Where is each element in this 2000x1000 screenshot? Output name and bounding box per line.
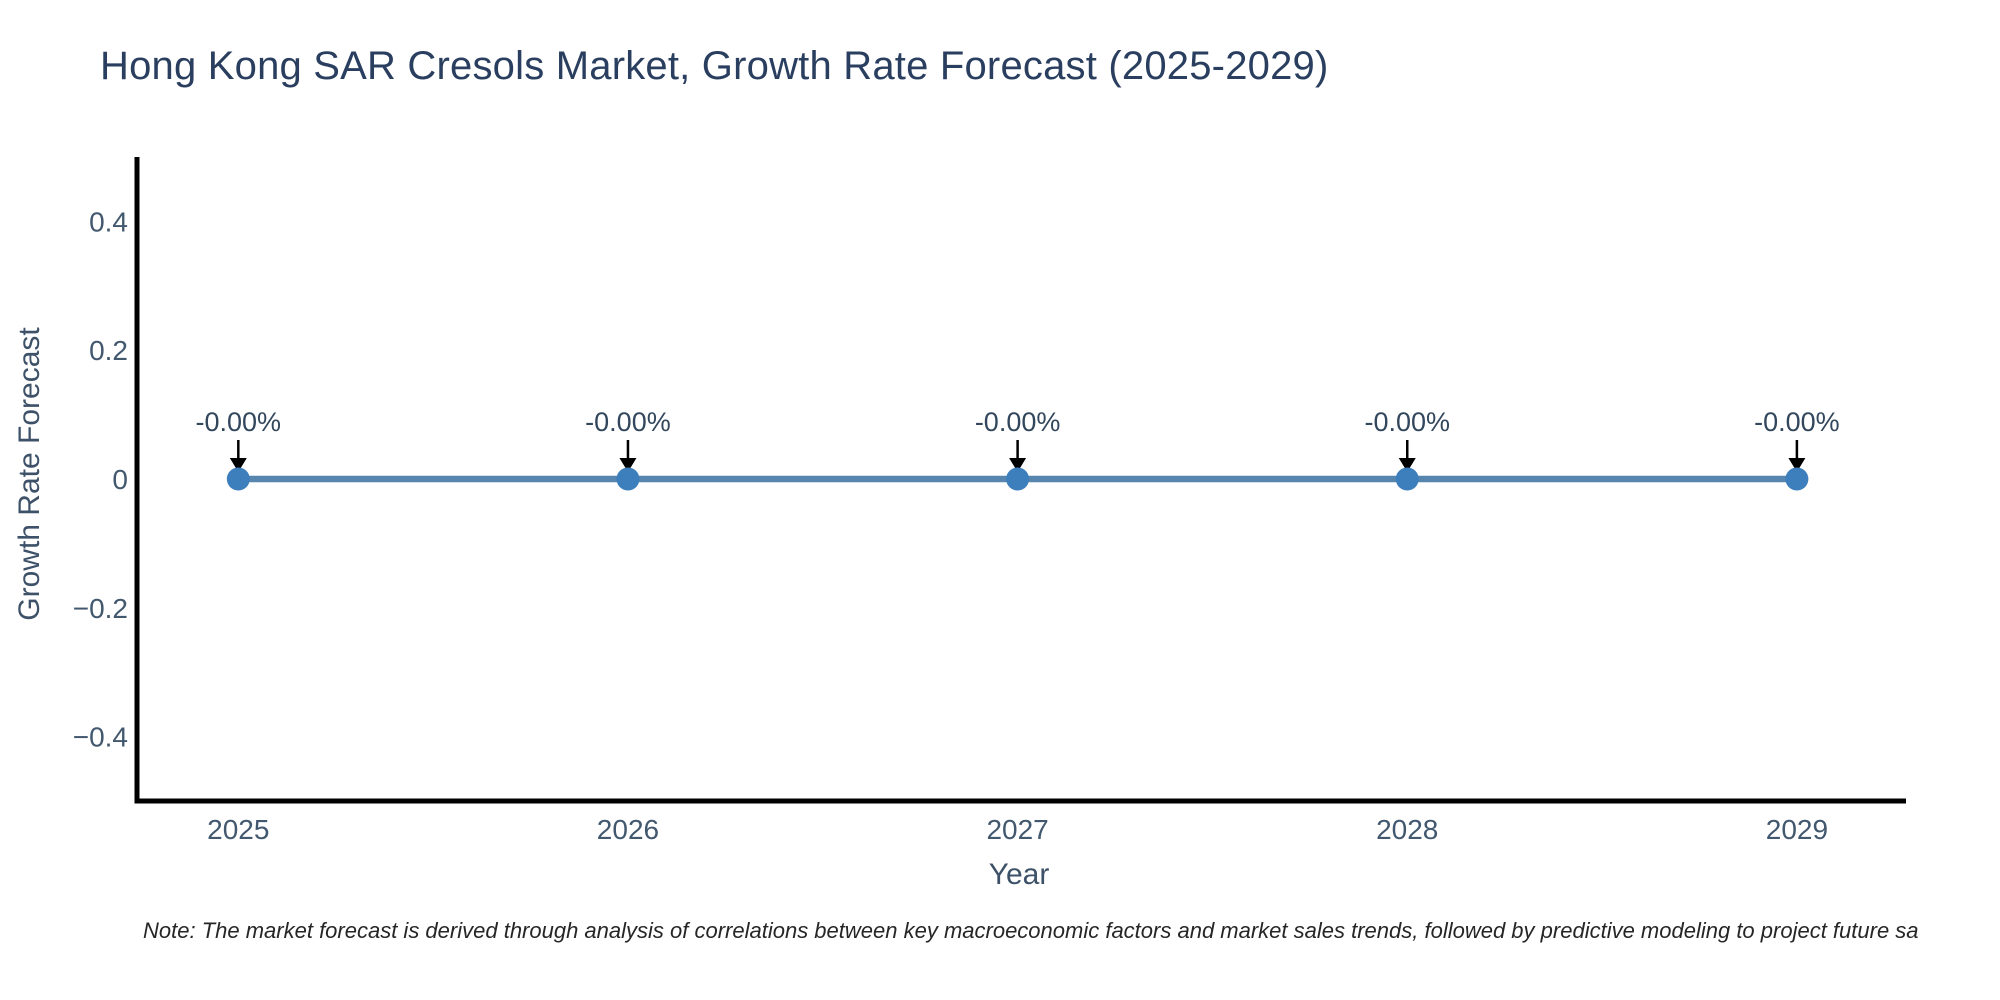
- y-tick-label: −0.4: [73, 722, 128, 753]
- y-tick-label: −0.2: [73, 593, 128, 624]
- y-axis-title: Growth Rate Forecast: [13, 327, 46, 621]
- data-point-marker: [616, 467, 640, 491]
- x-tick-label: 2025: [207, 814, 269, 845]
- x-axis-title: Year: [988, 858, 1050, 891]
- annotation-arrowhead: [619, 458, 637, 472]
- y-tick-label: 0.4: [89, 206, 128, 237]
- chart-title: Hong Kong SAR Cresols Market, Growth Rat…: [100, 44, 1329, 88]
- annotation-arrowhead: [1398, 458, 1416, 472]
- y-tick-label: 0: [112, 464, 128, 495]
- data-point-marker: [226, 467, 250, 491]
- data-point-marker: [1006, 467, 1030, 491]
- annotation-arrowhead: [1788, 458, 1806, 472]
- annotation-label: -0.00%: [975, 407, 1061, 437]
- annotation-label: -0.00%: [1754, 407, 1840, 437]
- annotation-label: -0.00%: [1364, 407, 1450, 437]
- annotation-arrowhead: [229, 458, 247, 472]
- annotation-label: -0.00%: [585, 407, 671, 437]
- x-tick-label: 2026: [597, 814, 659, 845]
- data-point-marker: [1395, 467, 1419, 491]
- x-tick-label: 2028: [1376, 814, 1438, 845]
- x-tick-label: 2029: [1766, 814, 1828, 845]
- footnote: Note: The market forecast is derived thr…: [143, 918, 1919, 943]
- annotation-label: -0.00%: [196, 407, 282, 437]
- x-tick-label: 2027: [986, 814, 1048, 845]
- y-tick-label: 0.2: [89, 335, 128, 366]
- data-point-marker: [1785, 467, 1809, 491]
- annotation-arrowhead: [1009, 458, 1027, 472]
